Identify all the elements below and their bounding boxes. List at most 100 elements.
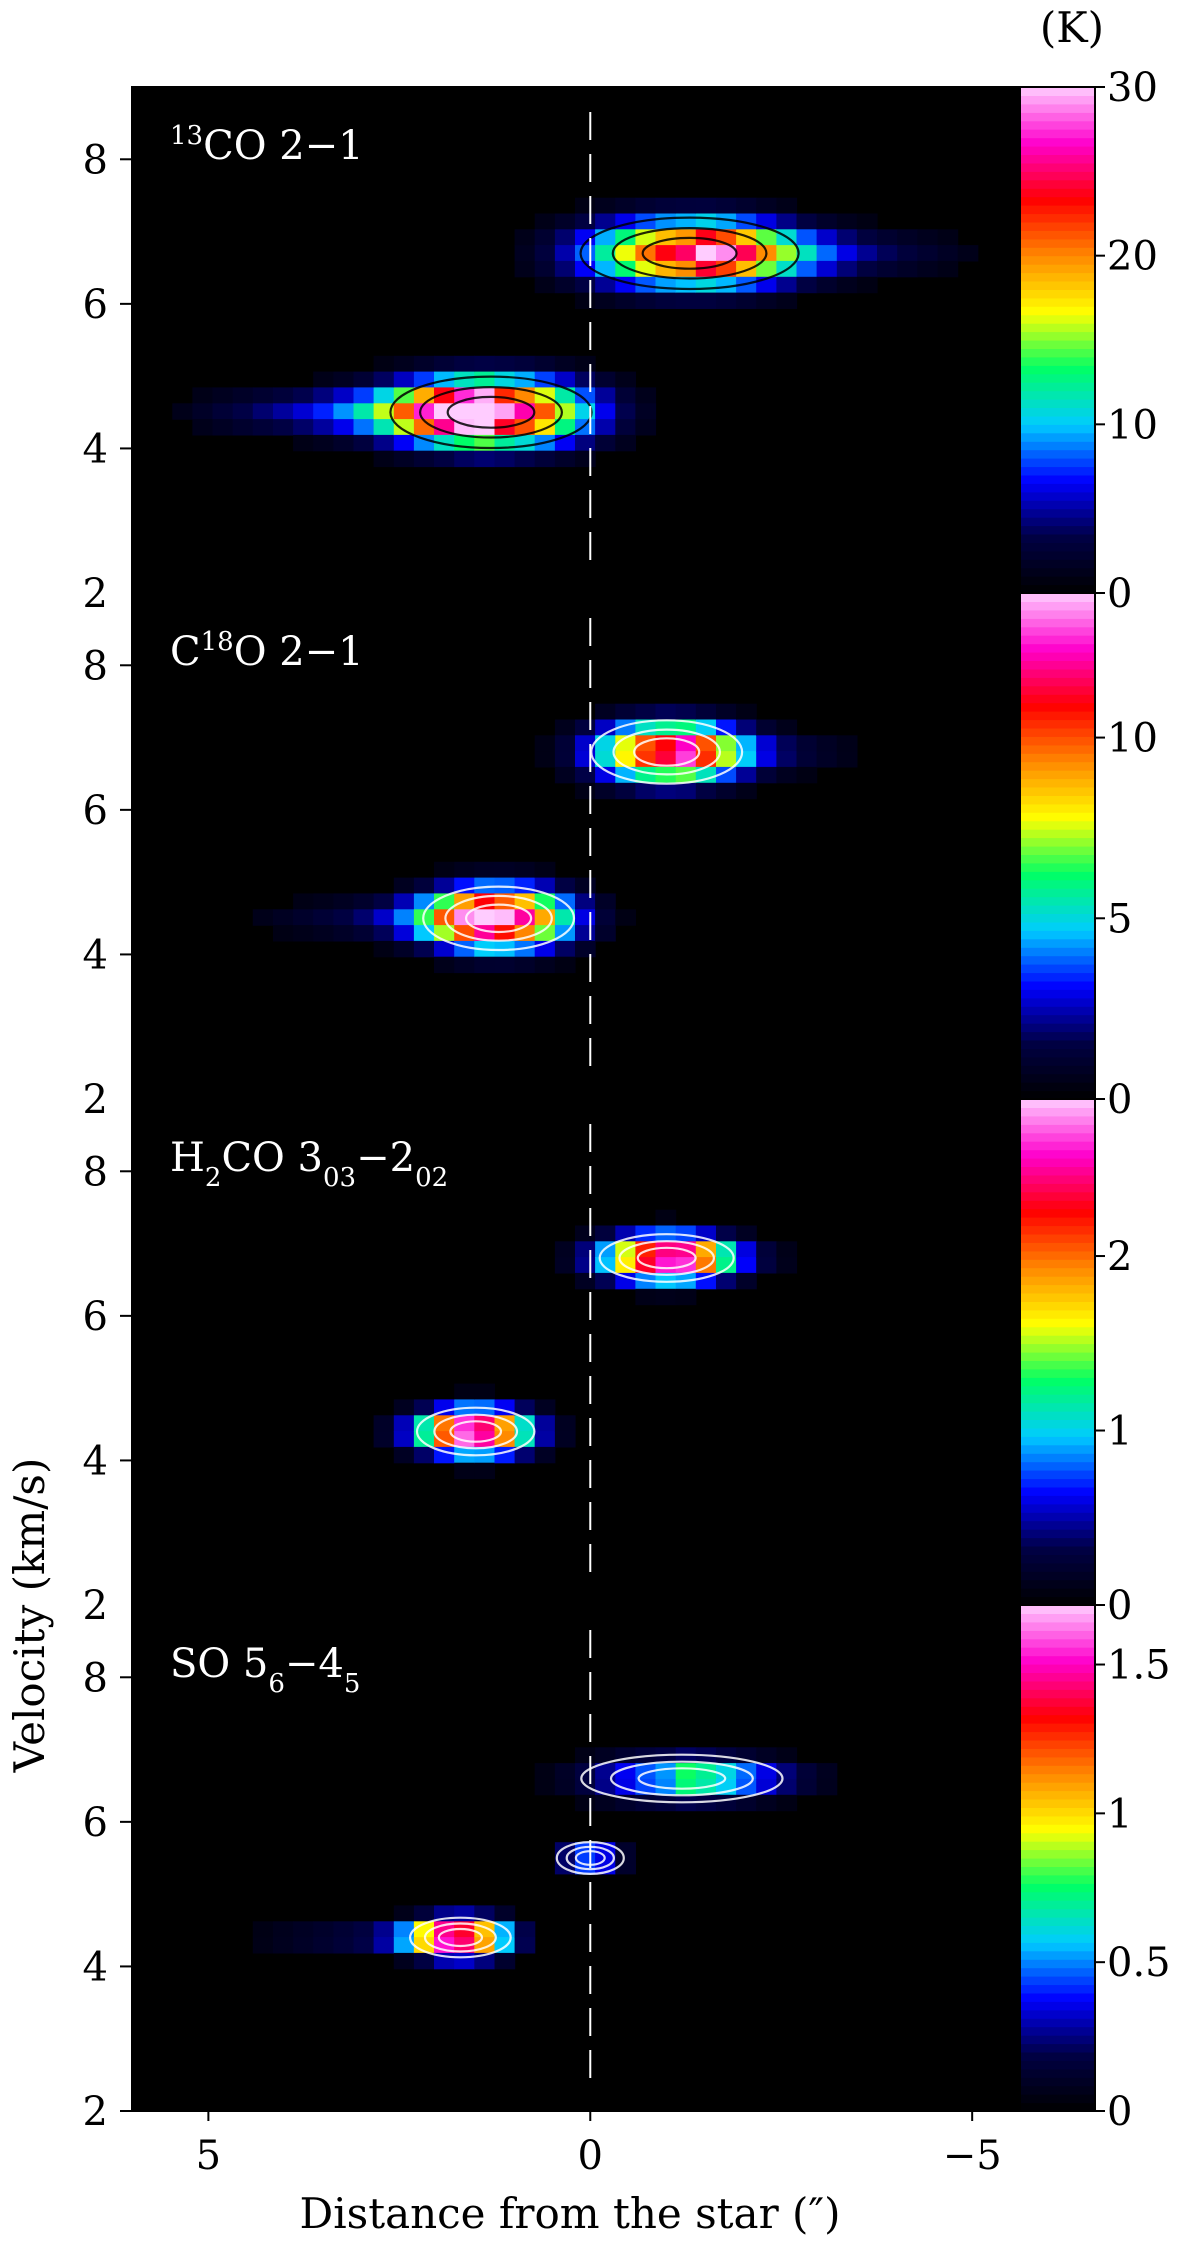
heatmap-cell: [856, 276, 878, 294]
contour-line: [449, 1420, 503, 1443]
y-tick-label: 6: [83, 1294, 108, 1340]
heatmap-cell: [635, 1288, 657, 1306]
heatmap-cell: [756, 1747, 777, 1764]
heatmap-cell: [413, 450, 435, 468]
heatmap-cell: [554, 450, 576, 468]
heatmap-cell: [373, 925, 395, 942]
colorbar-swatch: [1020, 314, 1095, 324]
heatmap-cell: [313, 1921, 334, 1938]
heatmap-cell: [897, 229, 918, 246]
heatmap-cell: [736, 703, 757, 721]
heatmap-cell: [575, 1225, 596, 1242]
heatmap-cell: [353, 403, 375, 420]
colorbar-swatch: [1020, 331, 1095, 341]
colorbar-swatch: [1020, 1326, 1095, 1336]
heatmap-cell: [776, 292, 798, 309]
contour-line: [444, 894, 553, 942]
colorbar-swatch: [1020, 955, 1095, 965]
heatmap-cell: [575, 877, 596, 894]
colorbar-swatch: [1020, 862, 1095, 872]
colorbar-swatch: [1020, 2018, 1095, 2028]
colorbar-swatch: [1020, 432, 1095, 442]
heatmap-cell: [655, 197, 677, 215]
colorbar-swatch: [1020, 171, 1095, 181]
heatmap-cell: [716, 751, 737, 768]
colorbar-swatch: [1020, 980, 1095, 990]
heatmap-cell: [736, 782, 757, 800]
colorbar-swatch: [1020, 373, 1095, 383]
colorbar-swatch: [1020, 1335, 1095, 1345]
y-tick-label: 6: [83, 282, 108, 328]
colorbar-swatch: [1020, 1411, 1095, 1420]
colorbar-swatch: [1020, 711, 1095, 721]
colorbar: 0 0.5 1 1.5: [1019, 1604, 1171, 2135]
colorbar-swatch: [1020, 702, 1095, 712]
colorbar-swatch: [1020, 213, 1095, 223]
heatmap-cell: [776, 197, 798, 215]
heatmap-cell: [776, 1794, 798, 1812]
colorbar-swatch: [1020, 1554, 1095, 1564]
heatmap-cell: [615, 371, 636, 388]
heatmap-cell: [454, 861, 475, 879]
heatmap-cell: [736, 1778, 757, 1796]
heatmap-cell: [756, 292, 777, 309]
heatmap-cell: [393, 403, 415, 420]
heatmap-cell: [655, 1288, 677, 1306]
colorbar-tick-label: 30: [1107, 65, 1158, 111]
heatmap-cell: [293, 909, 314, 926]
heatmap-cell: [333, 925, 355, 942]
colorbar-swatch: [1020, 399, 1095, 408]
colorbar-swatch: [1020, 525, 1095, 535]
heatmap-cell: [494, 387, 516, 404]
colorbar-swatch: [1020, 1917, 1095, 1926]
colorbar-swatch: [1020, 618, 1095, 628]
colorbar-swatch: [1020, 1579, 1095, 1589]
heatmap-cell: [756, 1794, 777, 1812]
heatmap-cell: [575, 450, 596, 468]
heatmap-cell: [554, 213, 576, 230]
heatmap-cell: [897, 260, 918, 278]
colorbar-swatch: [1020, 508, 1095, 518]
heatmap-cell: [716, 1747, 737, 1764]
heatmap-cell: [192, 387, 214, 404]
heatmap-cell: [534, 1415, 556, 1432]
colorbar-swatch: [1020, 668, 1095, 678]
heatmap-cell: [293, 1937, 314, 1954]
colorbar-swatch: [1020, 179, 1095, 189]
colorbar-swatch: [1020, 196, 1095, 206]
colorbar-swatch: [1020, 221, 1095, 231]
heatmap-cell: [615, 403, 636, 420]
heatmap-cell: [413, 403, 435, 420]
heatmap-cell: [273, 1921, 294, 1938]
colorbar-swatch: [1020, 238, 1095, 248]
heatmap-cell: [776, 751, 798, 768]
heatmap-cell: [413, 1952, 435, 1970]
panel-h2co: 4 6 8 2 0 1 2 H2CO 303−202: [83, 1098, 1132, 1629]
heatmap-cell: [675, 245, 697, 262]
colorbar-tick-label: 0: [1107, 571, 1132, 617]
heatmap-cell: [716, 1272, 737, 1290]
heatmap-cell: [615, 1858, 636, 1875]
contour-line: [637, 1767, 727, 1790]
colorbar-swatch: [1020, 1672, 1095, 1682]
heatmap-cell: [373, 371, 395, 388]
heatmap-cell: [655, 1241, 677, 1258]
heatmap-cell: [454, 403, 475, 420]
heatmap-cell: [877, 229, 898, 246]
heatmap-cell: [695, 197, 717, 215]
y-tick-label: 6: [83, 788, 108, 834]
colorbar-swatch: [1020, 1301, 1095, 1311]
colorbar-swatch: [1020, 1664, 1095, 1673]
heatmap-cell: [373, 1921, 395, 1938]
y-tick-label: 4: [83, 932, 108, 978]
heatmap-cell: [333, 403, 355, 420]
colorbar-swatch: [1020, 154, 1095, 164]
heatmap-cell: [615, 419, 636, 436]
heatmap-cell: [595, 403, 616, 420]
heatmap-cell: [716, 703, 737, 721]
colorbar-swatch: [1020, 1048, 1095, 1058]
heatmap-cell: [796, 260, 818, 278]
heatmap-cell: [534, 213, 556, 230]
heatmap-cell: [796, 766, 818, 784]
heatmap-cell: [413, 1415, 435, 1432]
